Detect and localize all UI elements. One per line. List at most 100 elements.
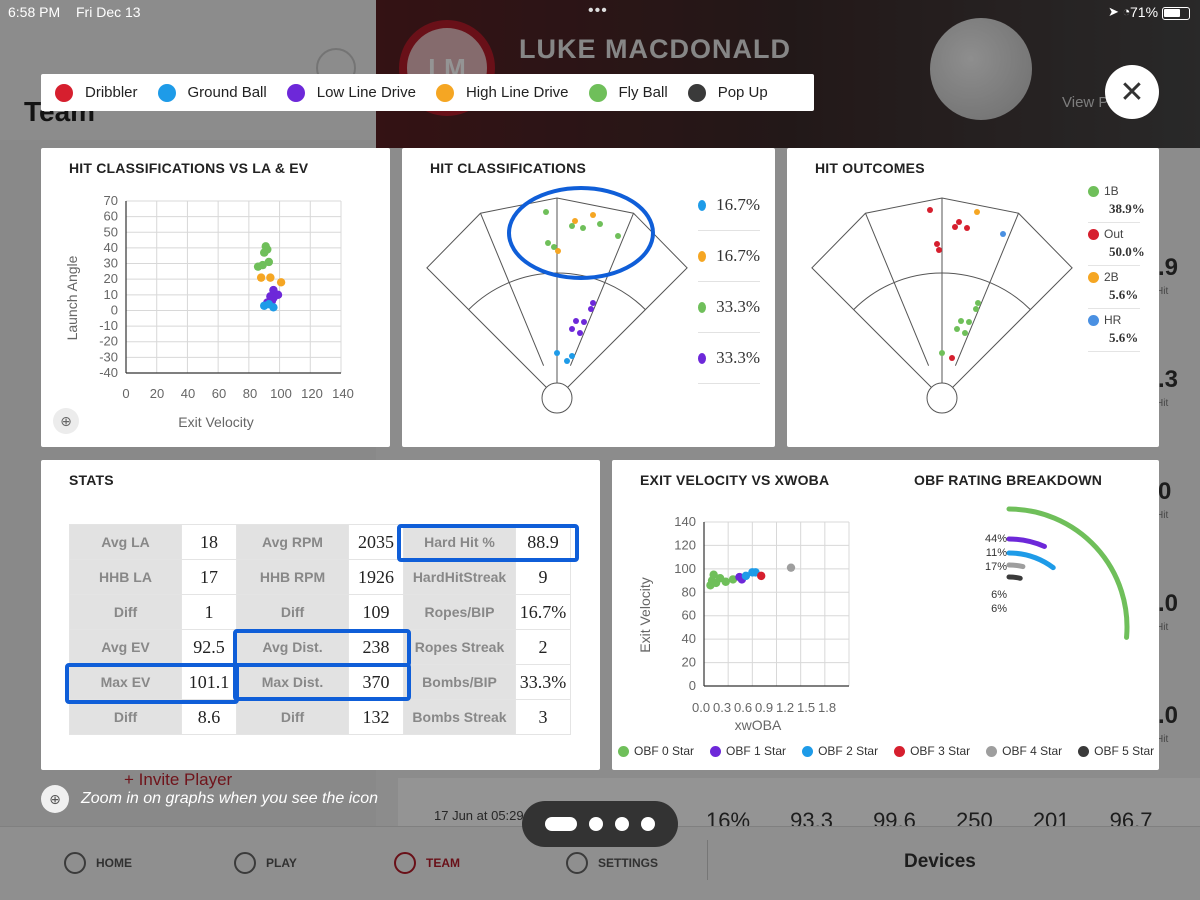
data-point bbox=[728, 575, 738, 584]
obf-arc-label: 17% bbox=[985, 561, 1007, 573]
highlight-box bbox=[233, 663, 411, 701]
hit-dot bbox=[974, 209, 980, 215]
devices-button[interactable]: Devices bbox=[904, 851, 976, 872]
hit-dot bbox=[569, 353, 575, 359]
y-tick-label: -30 bbox=[99, 349, 118, 364]
hit-dot bbox=[590, 300, 596, 306]
obf-arc bbox=[1006, 562, 1026, 570]
invite-player-link[interactable]: + Invite Player bbox=[124, 770, 233, 789]
close-icon[interactable]: ✕ bbox=[1105, 65, 1159, 119]
obf-arc bbox=[1006, 574, 1023, 581]
obf-arc bbox=[1006, 506, 1130, 640]
legend-dot bbox=[710, 745, 722, 757]
zoom-icon[interactable]: ⊕ bbox=[53, 408, 79, 434]
hit-outcomes-list: 1B 38.9% Out 50.0% 2B 5.6% HR 5.6% bbox=[1088, 180, 1145, 352]
obf-star-legend: OBF 0 Star OBF 1 Star OBF 2 Star OBF 3 S… bbox=[618, 744, 1154, 758]
stat-label: Bombs Streak bbox=[403, 699, 516, 735]
stat-value: 92.5 bbox=[181, 629, 237, 665]
stat-value: 17 bbox=[181, 559, 237, 595]
x-tick-label: 140 bbox=[332, 386, 354, 401]
nav-settings[interactable]: SETTINGS bbox=[566, 852, 658, 874]
data-point bbox=[721, 577, 730, 586]
field-spoke bbox=[989, 213, 1019, 283]
y-tick-label: 100 bbox=[674, 561, 696, 576]
legend-label: High Line Drive bbox=[465, 84, 569, 101]
page-dot[interactable] bbox=[615, 817, 629, 831]
list-icon bbox=[64, 852, 86, 874]
nav-settings-label: SETTINGS bbox=[598, 856, 659, 870]
stat-label: Max Dist. bbox=[236, 664, 349, 700]
outcome-label: 2B bbox=[1104, 270, 1119, 284]
y-tick-label: -40 bbox=[99, 365, 118, 380]
obf-arc-label: 6% bbox=[991, 603, 1007, 615]
x-tick-label: 120 bbox=[301, 386, 323, 401]
pct-row: 16.7% bbox=[698, 231, 760, 282]
wifi-icon: ➤ ◔ bbox=[1108, 4, 1131, 19]
stat-value: 88.9 bbox=[515, 524, 571, 560]
hit-dot bbox=[590, 212, 596, 218]
card-title: HIT CLASSIFICATIONS VS LA & EV bbox=[69, 160, 309, 176]
hit-dot bbox=[966, 319, 972, 325]
x-tick-label: 0.3 bbox=[713, 700, 731, 715]
hit-dot bbox=[927, 207, 933, 213]
x-tick-label: 1.8 bbox=[818, 700, 836, 715]
stat-value: 33.3% bbox=[515, 664, 571, 700]
hit-dot bbox=[573, 318, 579, 324]
legend-item-ground-ball: Ground Ball bbox=[157, 83, 267, 102]
ev-xwoba-scatter-chart: 140 120 100 80 60 40 20 0 0.0 0.3 0.6 0.9 1.2 1.5 1.8 x… bbox=[637, 506, 1130, 733]
hit-dot bbox=[545, 240, 551, 246]
card-title: OBF RATING BREAKDOWN bbox=[914, 472, 1103, 488]
legend-dot bbox=[55, 83, 73, 102]
data-point bbox=[264, 300, 274, 309]
page-indicator[interactable] bbox=[522, 801, 678, 847]
outcome-label: HR bbox=[1104, 313, 1122, 327]
hit-dot bbox=[615, 233, 621, 239]
x-tick-label: 40 bbox=[181, 386, 195, 401]
stat-label: Max EV bbox=[69, 664, 182, 700]
data-point bbox=[253, 262, 263, 271]
field-spoke bbox=[569, 282, 606, 366]
pct-dot bbox=[698, 352, 707, 364]
stats-table: Avg LA 18 Avg RPM 2035 Hard Hit % 88.9 HHB LA 1… bbox=[69, 524, 571, 735]
battery-level bbox=[1164, 9, 1181, 17]
hit-classifications-card: HIT CLASSIFICATIONS bbox=[402, 148, 775, 447]
stats-card: STATS Avg LA 18 Avg RPM 2035 Hard Hit % 88.9 H… bbox=[41, 460, 600, 770]
nav-team[interactable]: TEAM bbox=[394, 852, 460, 874]
page-dot[interactable] bbox=[641, 817, 655, 831]
stat-label: Avg EV bbox=[69, 629, 182, 665]
outcome-row: HR 5.6% bbox=[1088, 309, 1140, 352]
legend-label: Pop Up bbox=[717, 84, 768, 101]
zoom-tip: ⊕ Zoom in on graphs when you see the ico… bbox=[41, 785, 378, 813]
hit-dot bbox=[569, 223, 575, 229]
stat-label: Avg Dist. bbox=[236, 629, 349, 665]
stat-value: 238 bbox=[348, 629, 404, 665]
page-dot[interactable] bbox=[589, 817, 603, 831]
multitask-dots-icon[interactable]: ••• bbox=[588, 2, 608, 19]
stat-label: Ropes Streak bbox=[403, 629, 516, 665]
nav-play[interactable]: PLAY bbox=[234, 852, 297, 874]
nav-home[interactable]: HOME bbox=[64, 852, 132, 874]
hit-dot bbox=[964, 225, 970, 231]
outcome-value: 38.9% bbox=[1109, 201, 1145, 216]
stat-value: 370 bbox=[348, 664, 404, 700]
data-point bbox=[756, 571, 766, 581]
legend-label: OBF 5 Star bbox=[1094, 744, 1155, 758]
data-point bbox=[709, 570, 718, 579]
field-spoke bbox=[508, 282, 545, 366]
battery-percent: 71% bbox=[1130, 4, 1159, 20]
x-tick-label: 20 bbox=[150, 386, 164, 401]
stat-value: 2 bbox=[515, 629, 571, 665]
stat-label: HardHitStreak bbox=[403, 559, 516, 595]
y-tick-label: 60 bbox=[104, 209, 118, 224]
stat-label: Diff bbox=[236, 699, 349, 735]
outcome-row: 2B 5.6% bbox=[1088, 266, 1140, 309]
field-spoke bbox=[604, 213, 634, 283]
view-profile-link[interactable]: View P bbox=[1062, 94, 1109, 111]
outcome-label: 1B bbox=[1104, 184, 1119, 198]
page-dot-active[interactable] bbox=[545, 817, 577, 831]
hit-dot bbox=[554, 350, 560, 356]
outcome-value: 50.0% bbox=[1109, 244, 1145, 259]
hit-dot bbox=[564, 358, 570, 364]
highlight-ellipse bbox=[507, 186, 655, 280]
x-tick-label: 0 bbox=[122, 386, 129, 401]
